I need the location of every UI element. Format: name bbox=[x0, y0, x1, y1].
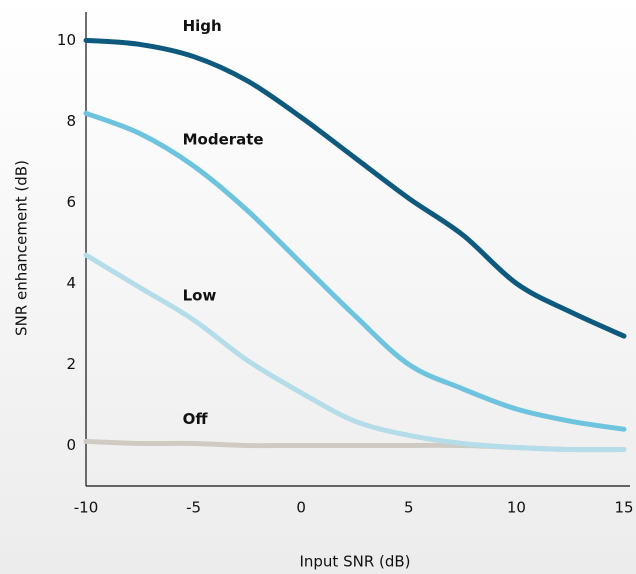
x-tick-label: -10 bbox=[74, 499, 99, 517]
series-label: Off bbox=[183, 410, 209, 428]
line-series bbox=[83, 252, 627, 453]
series-label: High bbox=[183, 17, 222, 35]
y-tick-label: 10 bbox=[57, 31, 76, 49]
line-series bbox=[83, 37, 627, 339]
x-tick-label: 15 bbox=[614, 499, 633, 517]
series-label: Moderate bbox=[183, 130, 264, 148]
x-axis-title: Input SNR (dB) bbox=[299, 553, 410, 571]
y-axis-title: SNR enhancement (dB) bbox=[13, 160, 31, 336]
x-tick-label: -5 bbox=[186, 499, 201, 517]
series-label: Low bbox=[183, 286, 217, 304]
y-tick-label: 8 bbox=[66, 112, 76, 130]
y-tick-label: 2 bbox=[66, 355, 76, 373]
x-tick-label: 5 bbox=[404, 499, 414, 517]
y-tick-label: 4 bbox=[66, 274, 76, 292]
y-tick-label: 0 bbox=[66, 436, 76, 454]
x-tick-label: 0 bbox=[296, 499, 306, 517]
x-tick-label: 10 bbox=[507, 499, 526, 517]
y-tick-label: 6 bbox=[66, 193, 76, 211]
line-series bbox=[83, 110, 627, 432]
